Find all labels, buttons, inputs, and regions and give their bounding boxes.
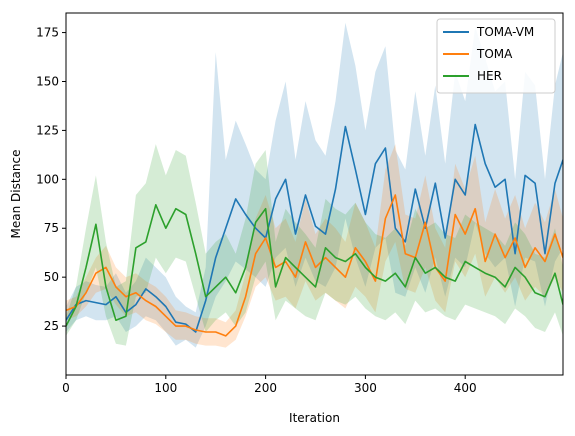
y-tick-label: 125 [36, 123, 59, 137]
x-tick-label: 200 [254, 381, 277, 395]
y-tick-label: 150 [36, 74, 59, 88]
legend: TOMA-VM TOMA HER [436, 18, 556, 94]
legend-label-2: HER [477, 69, 502, 83]
legend-box [436, 18, 556, 94]
line-series-0 [66, 123, 563, 333]
x-tick-label: 400 [454, 381, 477, 395]
band-series-1 [66, 144, 563, 348]
line-series-2 [66, 204, 563, 327]
band-series-0 [66, 22, 563, 348]
x-tick-label: 0 [62, 381, 70, 395]
y-tick-label: 100 [36, 172, 59, 186]
plot-frame [65, 12, 564, 376]
x-axis: 0 100 200 300 400 [62, 375, 477, 395]
x-tick-label: 300 [354, 381, 377, 395]
y-axis: 25 50 75 100 125 150 175 [36, 26, 66, 333]
line-series-1 [66, 194, 563, 337]
y-tick-label: 25 [44, 319, 59, 333]
y-tick-label: 50 [44, 270, 59, 284]
series-lines [66, 123, 563, 337]
band-series-2 [66, 144, 563, 346]
legend-label-0: TOMA-VM [476, 25, 534, 39]
x-axis-label: Iteration [289, 411, 340, 425]
y-tick-label: 175 [36, 26, 59, 40]
x-tick-label: 100 [154, 381, 177, 395]
y-axis-label: Mean Distance [9, 150, 23, 239]
y-tick-label: 75 [44, 221, 59, 235]
legend-label-1: TOMA [476, 47, 513, 61]
confidence-bands [66, 22, 563, 348]
